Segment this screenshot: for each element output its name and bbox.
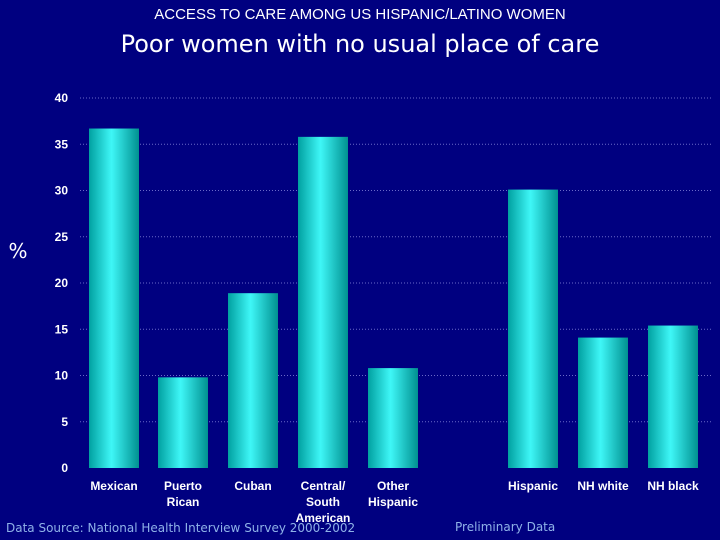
bar-nh-white [578, 337, 628, 468]
x-tick-label: Cuban [234, 479, 271, 493]
supertitle: ACCESS TO CARE AMONG US HISPANIC/LATINO … [154, 6, 566, 23]
bar-other-hispanic [368, 368, 418, 468]
x-tick-label: Hispanic [368, 495, 418, 509]
x-axis-labels: Mexican Puerto Rican Cuban Central/South Amer… [90, 479, 699, 525]
y-tick-label: 40 [55, 91, 69, 105]
x-tick-label: Hispanic [508, 479, 558, 493]
x-tick-label: Mexican [90, 479, 137, 493]
x-tick-label: NH black [647, 479, 699, 493]
bar-hispanic [508, 189, 558, 468]
bar-nh-black [648, 325, 698, 468]
y-tick-label: 10 [55, 369, 69, 383]
x-tick-label: NH white [577, 479, 629, 493]
bar-puerto-rican [158, 377, 208, 468]
y-tick-label: 30 [55, 184, 69, 198]
x-tick-label: Rican [167, 495, 200, 509]
y-tick-label: 25 [55, 230, 69, 244]
y-tick-label: 15 [55, 322, 69, 336]
y-tick-label: 20 [55, 276, 69, 290]
x-tick-label: Central/ [301, 479, 346, 493]
y-tick-label: 35 [55, 137, 69, 151]
chart-title: Poor women with no usual place of care [120, 30, 600, 58]
x-tick-label: South [306, 495, 340, 509]
bar-central-south-american [298, 136, 348, 468]
y-axis-label: % [8, 239, 27, 263]
y-axis-ticks: 0 5 10 15 20 25 30 35 40 [55, 91, 69, 475]
data-source-note: Data Source: National Health Interview S… [6, 521, 356, 535]
bar-mexican [89, 128, 139, 468]
bars [89, 128, 698, 468]
y-tick-label: 5 [61, 415, 68, 429]
x-tick-label: Puerto [164, 479, 202, 493]
preliminary-note: Preliminary Data [455, 520, 556, 534]
x-tick-label: American [296, 511, 351, 525]
x-tick-label: Other [377, 479, 409, 493]
bar-cuban [228, 293, 278, 468]
y-tick-label: 0 [61, 461, 68, 475]
